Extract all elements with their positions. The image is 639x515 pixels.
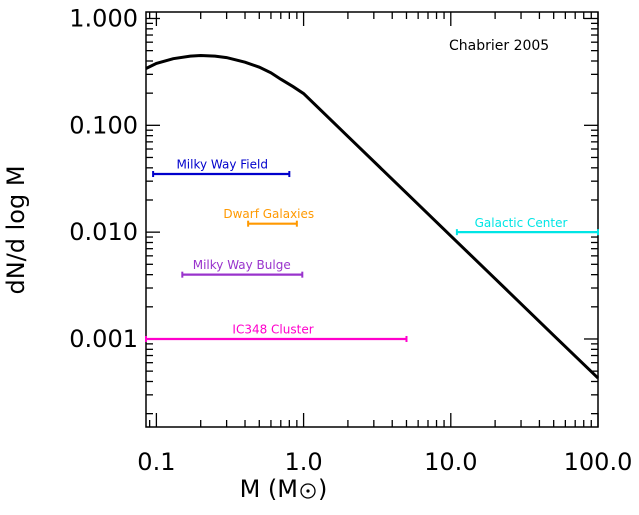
mass-range-label: Milky Way Bulge — [193, 258, 291, 272]
y-tick-label: 0.001 — [69, 325, 138, 353]
imf-curve-line — [145, 53, 600, 380]
x-tick-label: 10.0 — [424, 448, 477, 476]
x-tick-label: 100.0 — [564, 448, 633, 476]
plot-frame — [145, 11, 599, 428]
ranges-layer: Milky Way Field Dwarf Galaxies Milky Way B… — [145, 157, 599, 342]
x-tick-label: 0.1 — [137, 448, 175, 476]
x-axis-label-close: ) — [318, 475, 327, 503]
mass-range-label: Dwarf Galaxies — [223, 207, 314, 221]
mass-range-label: Milky Way Field — [176, 157, 268, 171]
chart-annotation: Chabrier 2005 — [449, 38, 549, 54]
y-tick-label: 0.100 — [69, 111, 138, 139]
mass-range-label: Galactic Center — [475, 216, 568, 230]
mass-range-label: IC348 Cluster — [232, 322, 313, 336]
y-axis-label: dN/d log M — [2, 165, 30, 294]
x-axis-label: M (M ) — [240, 475, 328, 503]
y-tick-label: 1.000 — [69, 4, 138, 32]
x-tick-label: 1.0 — [285, 448, 323, 476]
sun-symbol-icon — [300, 483, 316, 499]
x-axis-label-text: M (M — [240, 475, 298, 503]
sun-symbol-dot — [306, 489, 310, 493]
y-tick-label: 0.010 — [69, 218, 138, 246]
